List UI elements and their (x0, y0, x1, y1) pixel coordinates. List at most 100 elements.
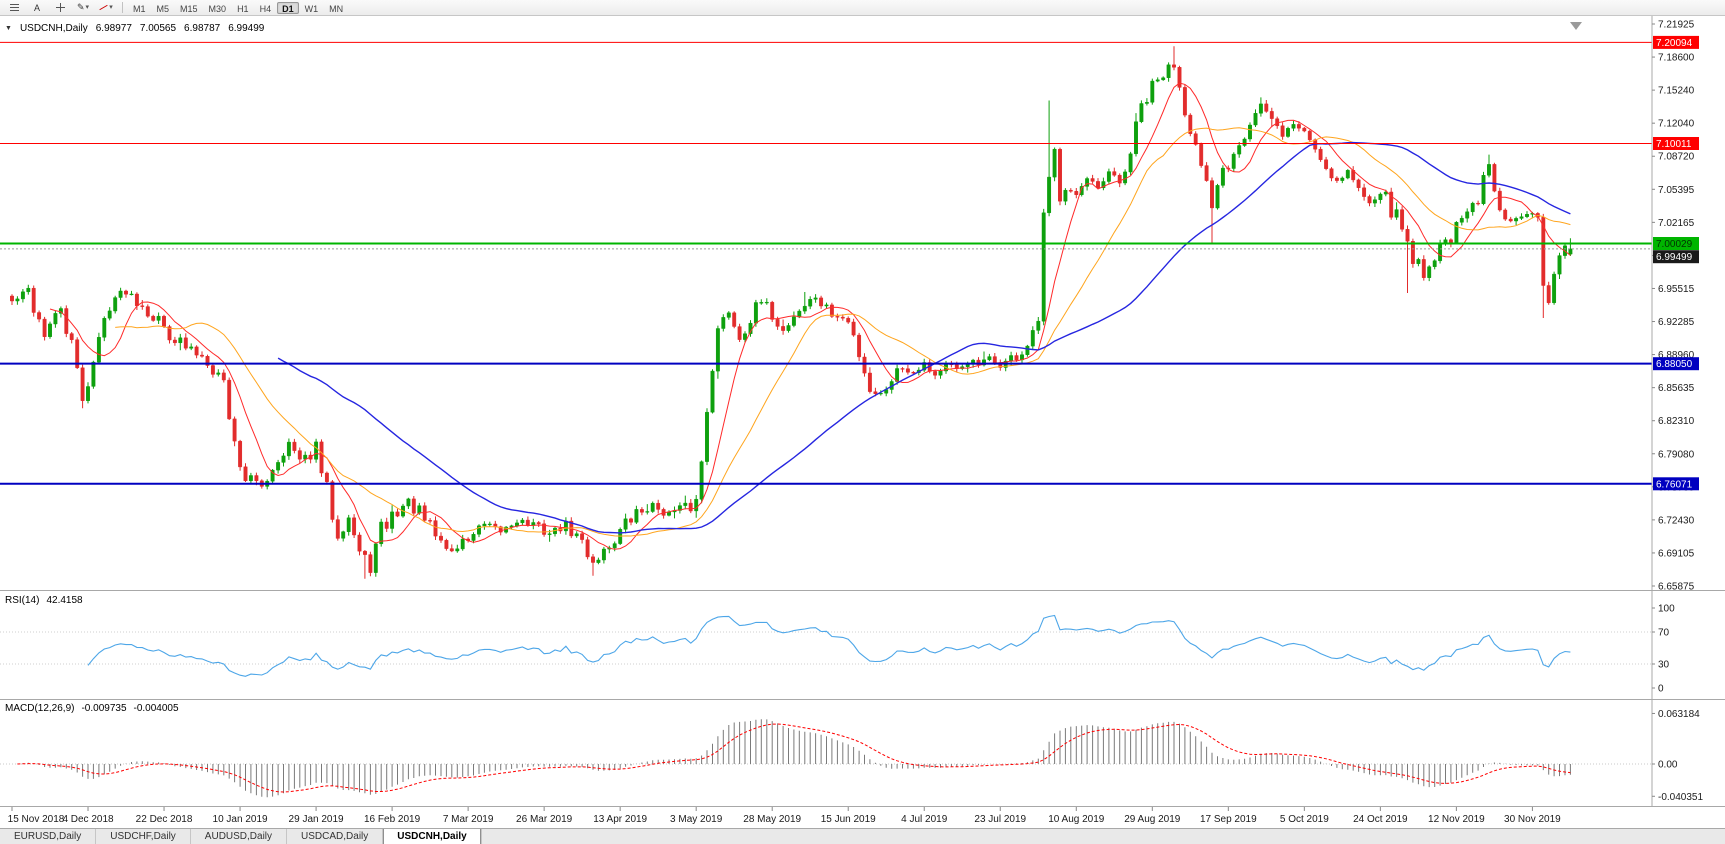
collapse-indicator-icon[interactable]: ▼ (5, 25, 12, 32)
chart-tabs: EURUSD,Daily USDCHF,Daily AUDUSD,Daily U… (0, 828, 1725, 844)
price-axis-label: 6.85635 (1658, 383, 1695, 394)
macd-axis-label: -0.040351 (1658, 792, 1703, 803)
rsi-value: 42.4158 (46, 595, 83, 606)
macd-axis-label: 0.063184 (1658, 709, 1700, 720)
date-axis-label: 10 Jan 2019 (213, 814, 268, 825)
price-axis-label: 6.82310 (1658, 416, 1695, 427)
date-axis-label: 3 May 2019 (670, 814, 723, 825)
rsi-axis-label: 0 (1658, 684, 1664, 695)
pencil-icon: ✎ (76, 2, 85, 12)
timeframe-m5-button[interactable]: M5 (152, 2, 175, 14)
chevron-down-icon: ▾ (85, 4, 90, 11)
macd-axis-label: 0.00 (1658, 760, 1678, 771)
current-price-tag-text: 6.99499 (1656, 252, 1693, 263)
date-axis-label: 4 Jul 2019 (901, 814, 948, 825)
timeframe-m30-button[interactable]: M30 (204, 2, 232, 14)
price-tag (1653, 357, 1699, 371)
price-axis-label: 6.72430 (1658, 515, 1695, 526)
chevron-down-icon: ▾ (109, 4, 113, 11)
macd-main-value: -0.009735 (81, 703, 127, 714)
cursor-icon: A (33, 2, 40, 13)
date-axis-label: 15 Jun 2019 (821, 814, 876, 825)
rsi-axis-label: 30 (1658, 660, 1670, 671)
price-tag (1653, 477, 1699, 491)
menu-icon (9, 7, 19, 8)
close-value: 6.99499 (228, 23, 265, 34)
price-tag-text: 6.76071 (1656, 479, 1693, 490)
date-axis-label: 30 Nov 2019 (1504, 814, 1561, 825)
date-axis-label: 4 Dec 2018 (62, 814, 114, 825)
tab-audusd[interactable]: AUDUSD,Daily (191, 829, 288, 844)
price-tag (1653, 137, 1699, 150)
price-axis-label: 7.02165 (1658, 218, 1695, 229)
timeframe-m15-button[interactable]: M15 (175, 2, 203, 14)
price-tag (1653, 237, 1699, 250)
macd-signal-line (17, 723, 1571, 793)
tab-eurusd[interactable]: EURUSD,Daily (0, 829, 97, 844)
crosshair-icon (55, 3, 65, 12)
date-axis-label: 12 Nov 2019 (1428, 814, 1485, 825)
date-axis-label: 29 Jan 2019 (289, 814, 344, 825)
indicators-dropdown[interactable]: ▾ (95, 0, 117, 15)
price-axis-label: 6.92285 (1658, 317, 1695, 328)
rsi-name: RSI(14) (5, 595, 40, 606)
symbol-label: USDCNH,Daily (19, 23, 88, 34)
price-axis-label: 6.65875 (1658, 582, 1695, 593)
date-axis-label: 17 Sep 2019 (1200, 814, 1257, 825)
date-axis-label: 23 Jul 2019 (974, 814, 1026, 825)
chart-background (0, 16, 1725, 828)
price-axis-label: 7.18600 (1658, 53, 1695, 64)
chart-canvas[interactable]: 7.21925 7.18600 7.15240 7.12040 7.08720 7.053… (0, 16, 1725, 828)
tab-usdcnh[interactable]: USDCNH,Daily (383, 829, 482, 844)
date-axis-label: 16 Feb 2019 (364, 814, 421, 825)
timeframe-mn-button[interactable]: MN (324, 2, 348, 14)
date-axis-label: 28 May 2019 (743, 814, 801, 825)
crosshair-tool-button[interactable] (49, 0, 71, 15)
cursor-tool-button[interactable]: A (26, 0, 48, 15)
toolbar-separator (122, 2, 123, 13)
price-axis-label: 7.12040 (1658, 119, 1695, 130)
date-axis-label: 24 Oct 2019 (1353, 814, 1408, 825)
date-axis-label: 5 Oct 2019 (1280, 814, 1329, 825)
date-axis-label: 7 Mar 2019 (443, 814, 494, 825)
ma-slow-blue (277, 141, 1571, 534)
draw-tools-dropdown[interactable]: ✎ ▾ (72, 0, 94, 15)
date-axis-label: 22 Dec 2018 (136, 814, 193, 825)
price-axis-label: 7.15240 (1658, 86, 1695, 97)
price-axis-label: 6.79080 (1658, 449, 1695, 460)
price-axis-label: 7.21925 (1658, 20, 1695, 31)
price-axis-label: 6.69105 (1658, 548, 1695, 559)
price-tag-text: 7.10011 (1656, 139, 1692, 150)
trendline-icon (99, 4, 108, 11)
high-value: 7.00565 (139, 23, 177, 34)
date-axis-label: 29 Aug 2019 (1124, 814, 1181, 825)
price-tag-text: 7.00029 (1656, 239, 1693, 250)
date-axis-label: 10 Aug 2019 (1048, 814, 1105, 825)
chart-shift-marker-icon (1570, 22, 1582, 30)
rsi-axis-label: 100 (1658, 604, 1675, 615)
timeframe-w1-button[interactable]: W1 (300, 2, 324, 14)
market-watch-button[interactable] (3, 0, 25, 15)
date-axis-label: 26 Mar 2019 (516, 814, 573, 825)
price-tag-text: 7.20094 (1656, 38, 1693, 49)
price-axis-label: 6.88960 (1658, 350, 1695, 361)
tab-usdcad[interactable]: USDCAD,Daily (287, 829, 384, 844)
price-axis-label: 6.95515 (1658, 284, 1695, 295)
price-tag (1653, 35, 1699, 49)
chart-area[interactable]: 7.21925 7.18600 7.15240 7.12040 7.08720 7.053… (0, 16, 1725, 828)
macd-signal-value: -0.004005 (133, 703, 179, 714)
rsi-indicator-label: RSI(14) 42.4158 (5, 595, 83, 606)
ohlc-infoline: ▼ USDCNH,Daily 6.98977 7.00565 6.98787 6… (5, 23, 264, 34)
macd-indicator-label: MACD(12,26,9) -0.009735 -0.004005 (5, 703, 179, 714)
timeframe-m1-button[interactable]: M1 (128, 2, 151, 14)
top-toolbar: A ✎ ▾ ▾ M1 M5 M15 M30 H1 H4 D1 W1 MN (0, 0, 1725, 16)
timeframe-h4-button[interactable]: H4 (255, 2, 277, 14)
tab-usdchf[interactable]: USDCHF,Daily (96, 829, 191, 844)
ma-fast-red (49, 82, 1571, 550)
macd-name: MACD(12,26,9) (5, 703, 75, 714)
timeframe-h1-button[interactable]: H1 (232, 2, 254, 14)
price-axis-label: 7.05395 (1658, 185, 1695, 196)
price-axis-label: 7.08720 (1658, 152, 1695, 163)
timeframe-d1-button[interactable]: D1 (277, 1, 299, 14)
